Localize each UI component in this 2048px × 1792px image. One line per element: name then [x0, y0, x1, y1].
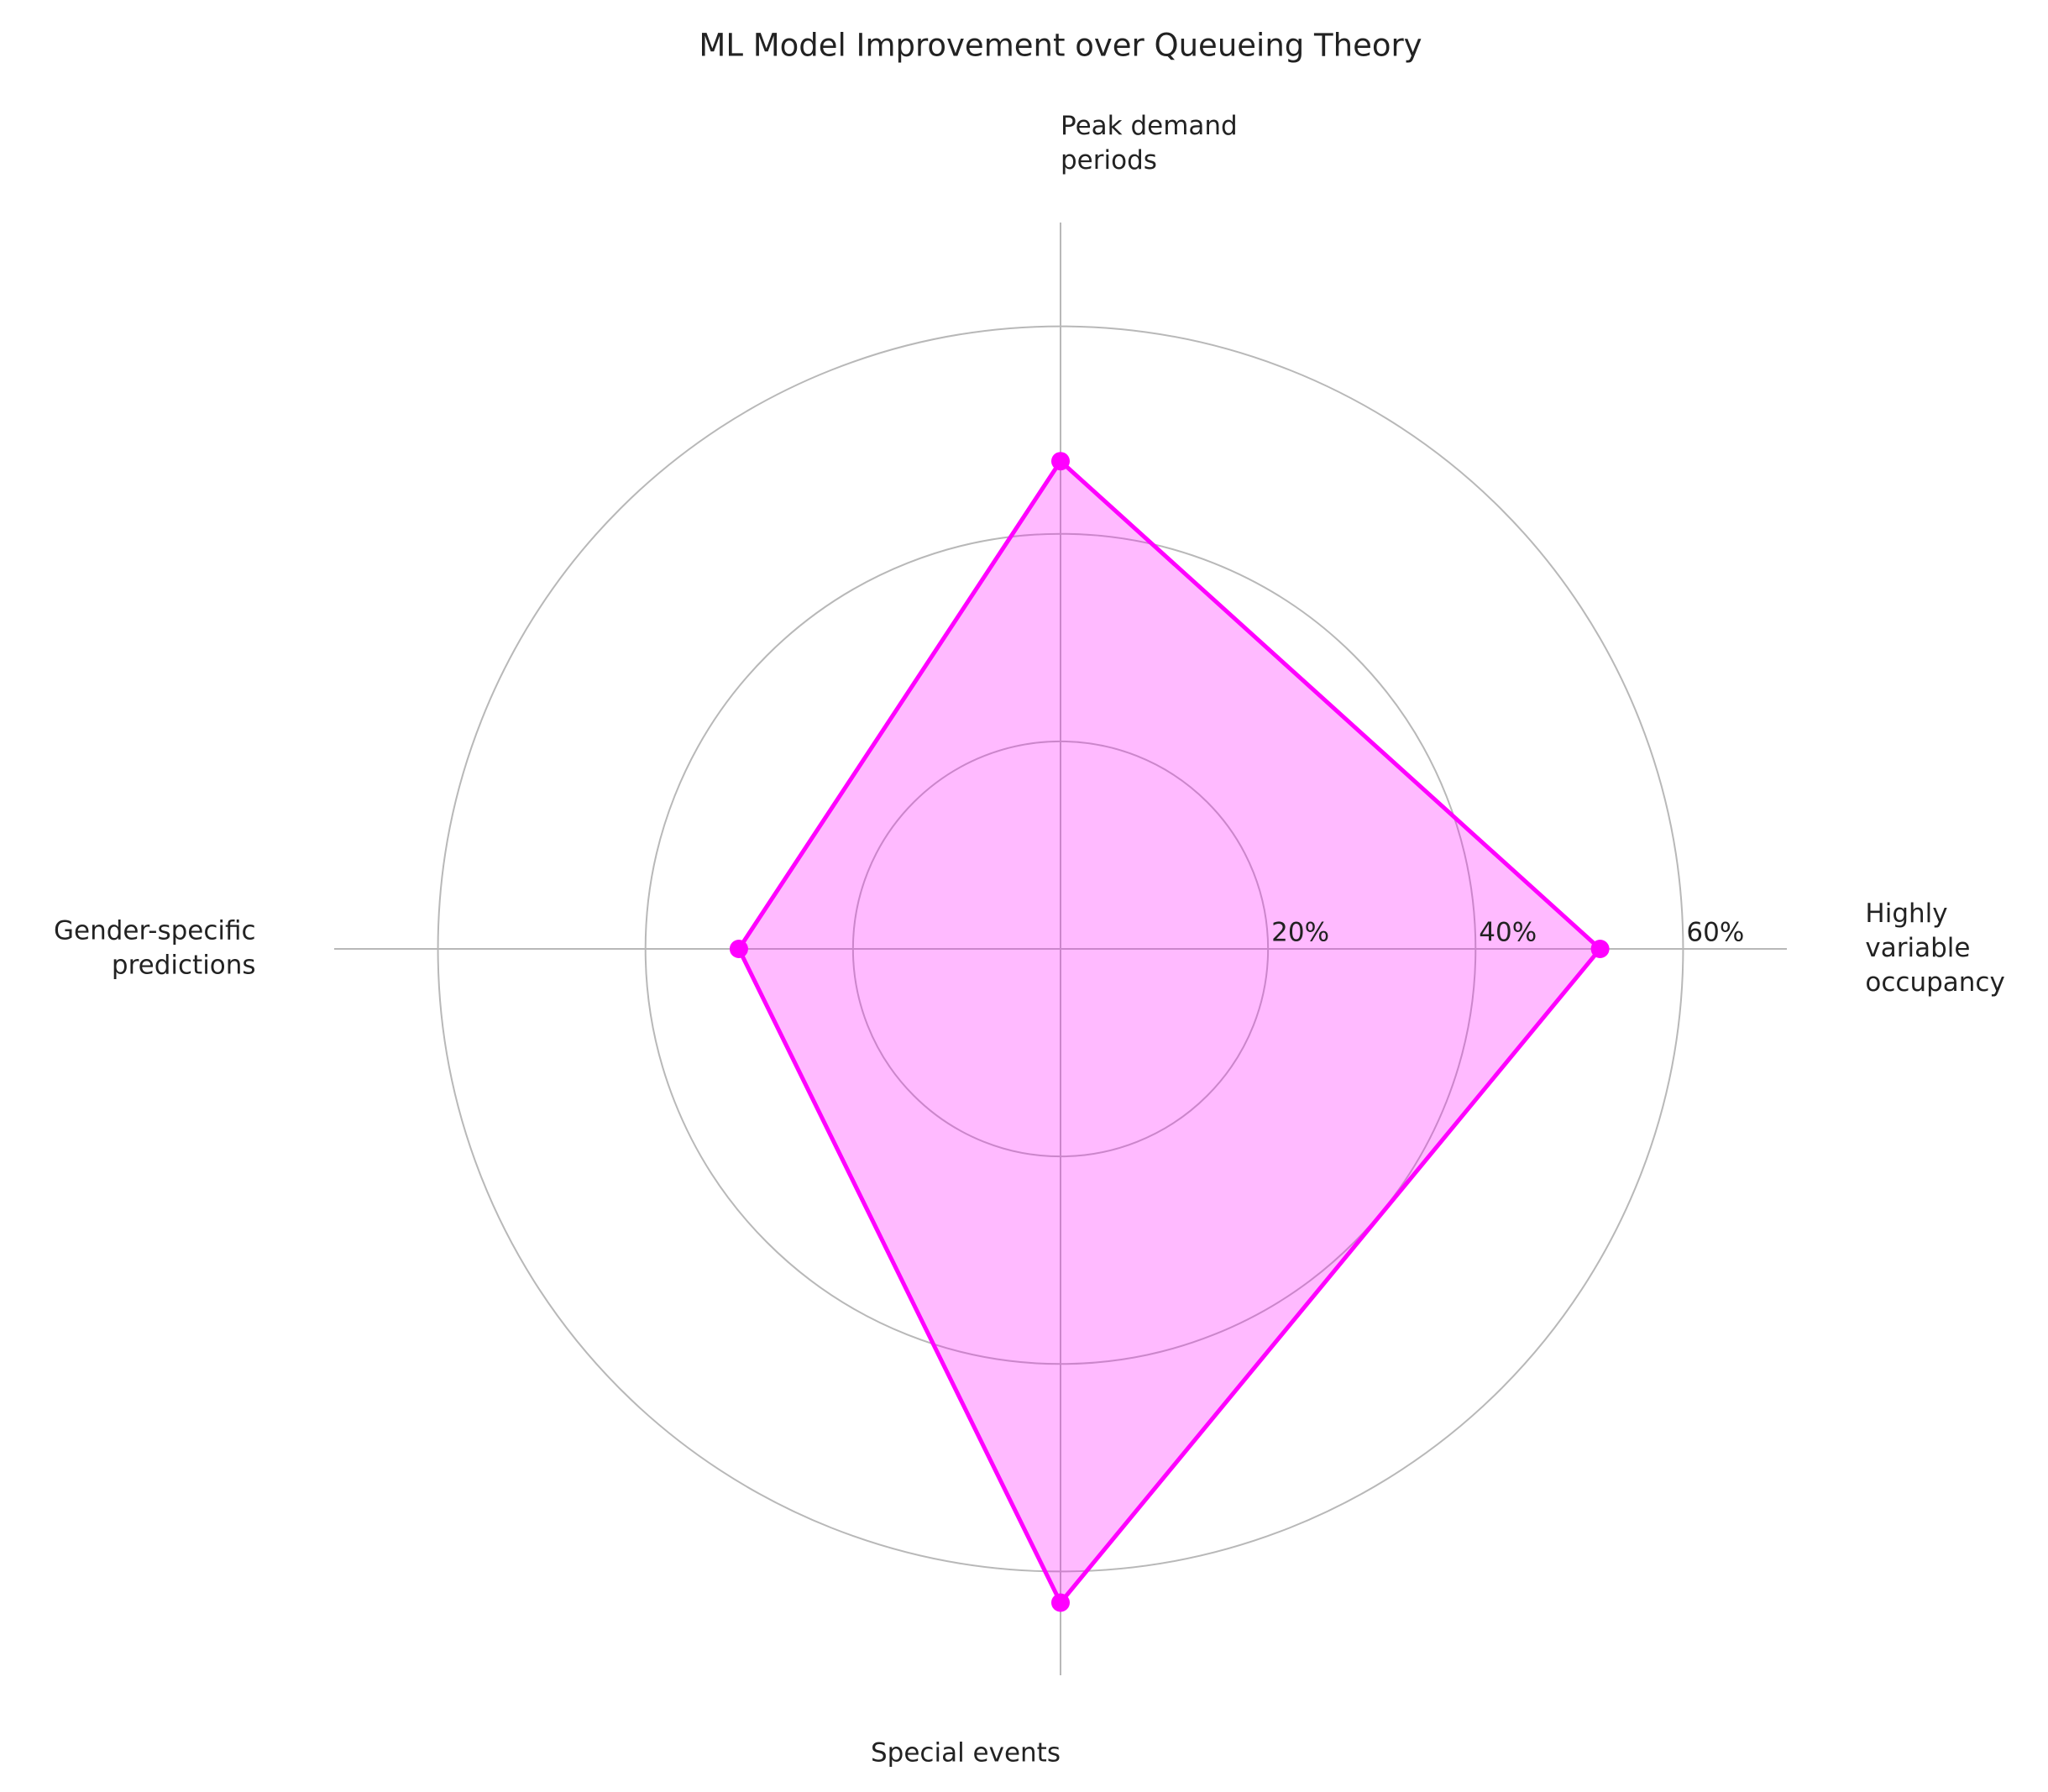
r-tick-label: 20%	[1271, 918, 1329, 948]
category-label: Peak demand periods	[1061, 111, 1238, 176]
data-point	[729, 940, 748, 958]
data-point	[1051, 452, 1070, 471]
r-tick-label: 60%	[1686, 918, 1744, 948]
category-label: Gender-specific predictions	[54, 915, 256, 980]
data-point	[1051, 1593, 1070, 1612]
category-label: Special events	[871, 1737, 1061, 1768]
category-label: Highly variable occupancy	[1865, 899, 2004, 998]
r-tick-label: 40%	[1479, 918, 1537, 948]
chart-title: ML Model Improvement over Queueing Theor…	[699, 28, 1422, 64]
data-point	[1590, 940, 1610, 958]
